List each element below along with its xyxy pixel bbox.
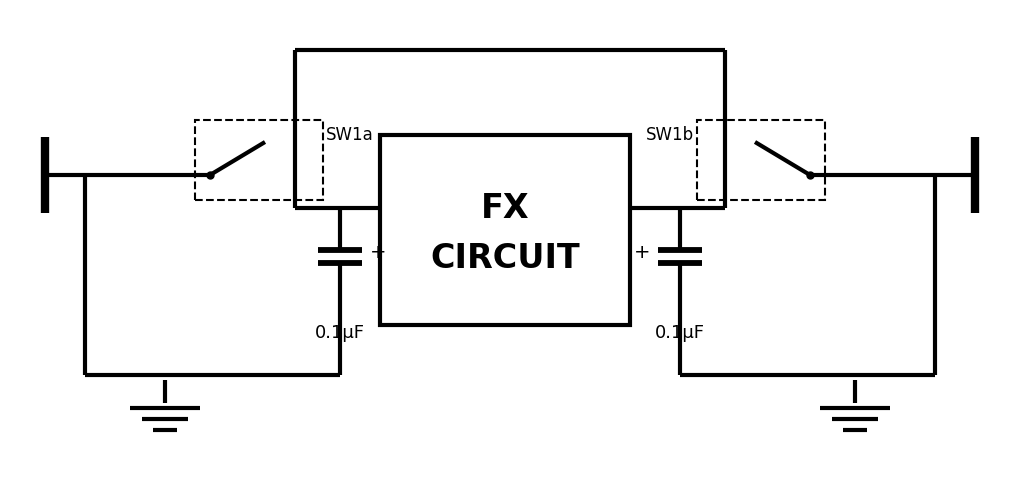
Text: +: + xyxy=(634,242,650,262)
Text: SW1a: SW1a xyxy=(326,126,374,144)
Text: 0.1μF: 0.1μF xyxy=(315,324,365,341)
Text: +: + xyxy=(370,242,386,262)
Text: 0.1μF: 0.1μF xyxy=(655,324,705,341)
Text: SW1b: SW1b xyxy=(646,126,694,144)
Bar xyxy=(697,121,825,201)
Bar xyxy=(195,121,323,201)
Text: FX: FX xyxy=(480,192,529,225)
Bar xyxy=(380,136,630,325)
Text: CIRCUIT: CIRCUIT xyxy=(430,242,580,275)
